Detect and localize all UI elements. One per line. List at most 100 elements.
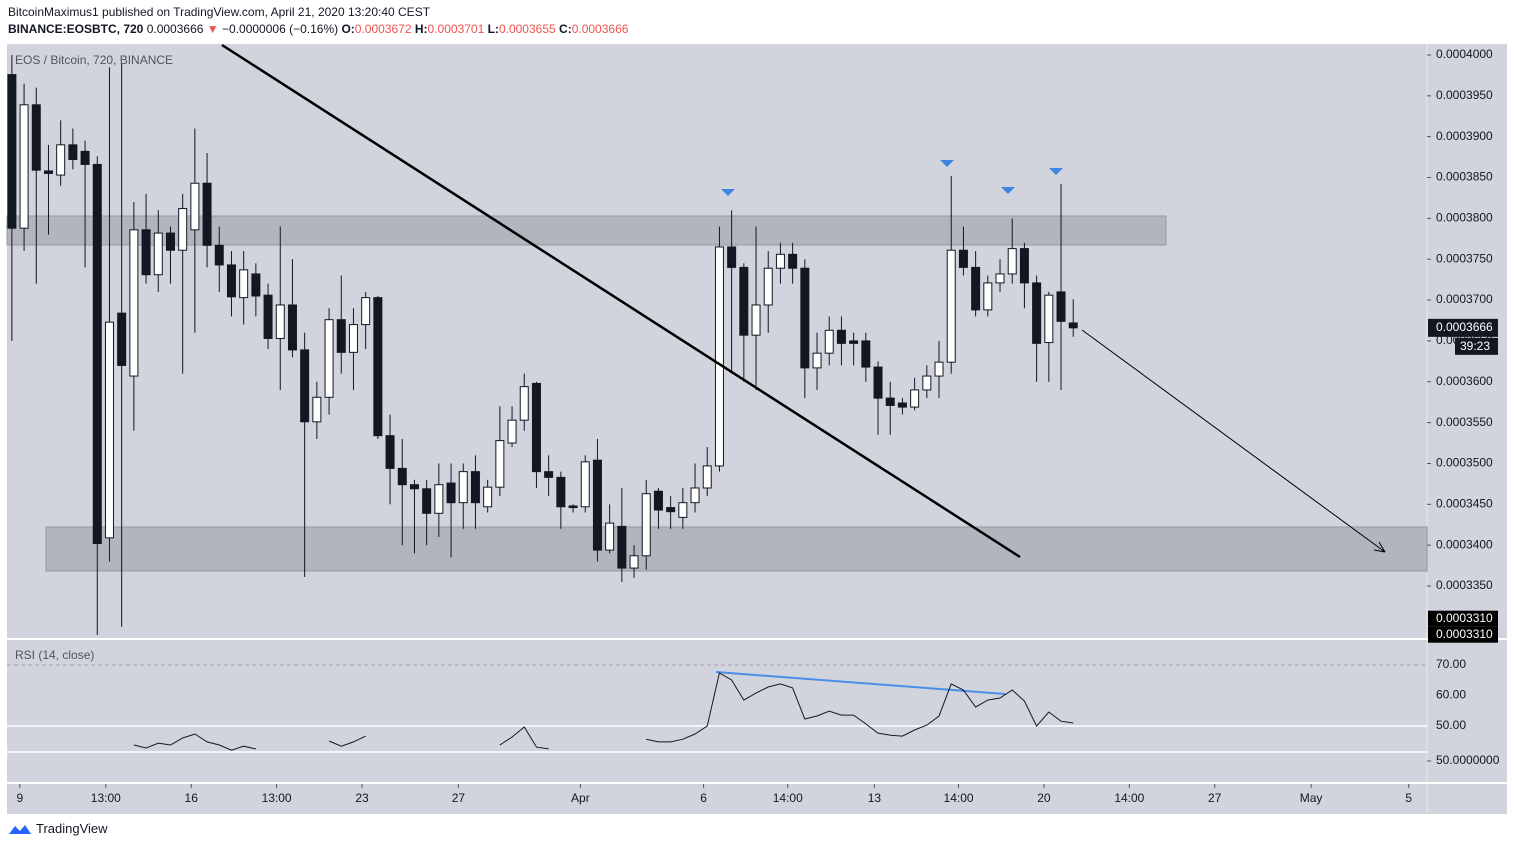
candle-body — [849, 340, 859, 344]
low-value: 0.0003655 — [498, 22, 556, 36]
candle-body — [885, 397, 895, 406]
candle-body — [934, 361, 944, 377]
candle-body — [861, 340, 871, 368]
x-tick-label: 20 — [1037, 791, 1051, 805]
candle-body — [470, 471, 480, 504]
candle-body — [1007, 248, 1017, 275]
candle-body — [739, 266, 749, 336]
candle-body — [275, 304, 285, 339]
candle-body — [824, 329, 834, 354]
candle-body — [702, 465, 712, 489]
candle-body — [202, 182, 212, 246]
rsi-tick-label: 60.00 — [1436, 688, 1466, 702]
candle-body — [31, 104, 41, 171]
candle-body — [56, 144, 66, 176]
rsi-tick-label: 70.00 — [1436, 657, 1466, 671]
candle-body — [1068, 322, 1078, 329]
y-tick-label: 0.0003950 — [1436, 88, 1493, 102]
candle-body — [958, 249, 968, 268]
candle-body — [409, 484, 419, 490]
candle-body — [178, 208, 188, 251]
candle-body — [690, 487, 700, 504]
candle-body — [348, 324, 358, 353]
y-tick-label: 0.0003600 — [1436, 374, 1493, 388]
countdown-tag — [1455, 337, 1498, 355]
candle-body — [68, 144, 78, 161]
candle-body — [836, 329, 846, 344]
x-tick-label: 13 — [868, 791, 882, 805]
candle-body — [80, 150, 90, 165]
y-tick-label: 0.0004000 — [1436, 47, 1493, 61]
candle-body — [971, 266, 981, 311]
candle-body — [544, 471, 554, 478]
candle-body — [910, 389, 920, 408]
x-tick-label: 27 — [452, 791, 466, 805]
x-tick-label: 6 — [700, 791, 707, 805]
x-tick-label: 14:00 — [1114, 791, 1144, 805]
brand: TradingView — [36, 821, 108, 836]
y-tick-label: 0.0003450 — [1436, 496, 1493, 510]
y-tick-label: 0.0003900 — [1436, 129, 1493, 143]
candle-body — [361, 297, 371, 326]
candle-body — [483, 486, 493, 508]
x-tick-label: 14:00 — [773, 791, 803, 805]
candle-body — [531, 382, 541, 473]
candle-body — [43, 170, 53, 174]
ohlc-line: BINANCE:EOSBTC, 720 0.0003666 ▼ −0.00000… — [8, 21, 628, 38]
candle-body — [788, 253, 798, 269]
arrow-head — [1373, 541, 1386, 553]
projection-arrow — [1081, 329, 1386, 553]
candle-body — [165, 232, 175, 251]
y-tick-label: 0.0003850 — [1436, 170, 1493, 184]
candle-body — [287, 304, 297, 351]
candle-body — [507, 419, 517, 444]
x-tick-label: May — [1300, 791, 1323, 805]
x-tick-label: 27 — [1208, 791, 1222, 805]
candle-body — [214, 244, 224, 266]
candle-body — [763, 267, 773, 306]
y-tick-label: 0.0003400 — [1436, 537, 1493, 551]
candle-body — [922, 375, 932, 391]
close-value: 0.0003666 — [571, 22, 629, 36]
y-tick-label: 0.0003800 — [1436, 211, 1493, 225]
candle-body — [617, 525, 627, 569]
candle-body — [641, 493, 651, 557]
candle-body — [385, 435, 395, 469]
candle-body — [458, 471, 468, 504]
candle-body — [800, 267, 810, 369]
price-tag — [1428, 318, 1498, 337]
candle-body — [897, 402, 907, 408]
candle-body — [312, 396, 322, 423]
y-tick-label: 0.0003500 — [1436, 456, 1493, 470]
x-tick-label: Apr — [571, 791, 590, 805]
lower-pane-tick-label: 50.0000000 — [1436, 753, 1500, 767]
candle-body — [300, 349, 310, 423]
candle-body — [226, 264, 236, 298]
candle-body — [446, 482, 456, 504]
low-tag-label: 0.0003310 — [1436, 611, 1493, 625]
last-price: 0.0003666 — [146, 22, 204, 36]
series-legend: EOS / Bitcoin, 720, BINANCE — [15, 53, 173, 67]
logo — [9, 824, 31, 834]
candle-body — [727, 246, 737, 268]
candle-body — [117, 312, 127, 366]
x-tick-label: 16 — [185, 791, 199, 805]
change: −0.0000006 (−0.16%) — [222, 22, 339, 36]
publish-line: BitcoinMaximus1 published on TradingView… — [8, 5, 431, 19]
x-tick-label: 13:00 — [91, 791, 121, 805]
candle-body — [678, 502, 688, 518]
price-tag-label: 0.0003666 — [1436, 320, 1493, 334]
low-tag — [1428, 626, 1498, 643]
candle-body — [812, 352, 822, 369]
x-tick-label: 9 — [16, 791, 23, 805]
candle-body — [141, 229, 151, 276]
open-value: 0.0003672 — [354, 22, 412, 36]
candle-body — [104, 321, 114, 539]
y-tick-label: 0.0003350 — [1436, 578, 1493, 592]
rsi-line — [133, 672, 1074, 751]
candle-body — [397, 467, 407, 486]
candle-body — [629, 555, 639, 569]
candle-body — [190, 182, 200, 231]
trend-line — [221, 43, 1021, 559]
x-tick-label: 14:00 — [944, 791, 974, 805]
